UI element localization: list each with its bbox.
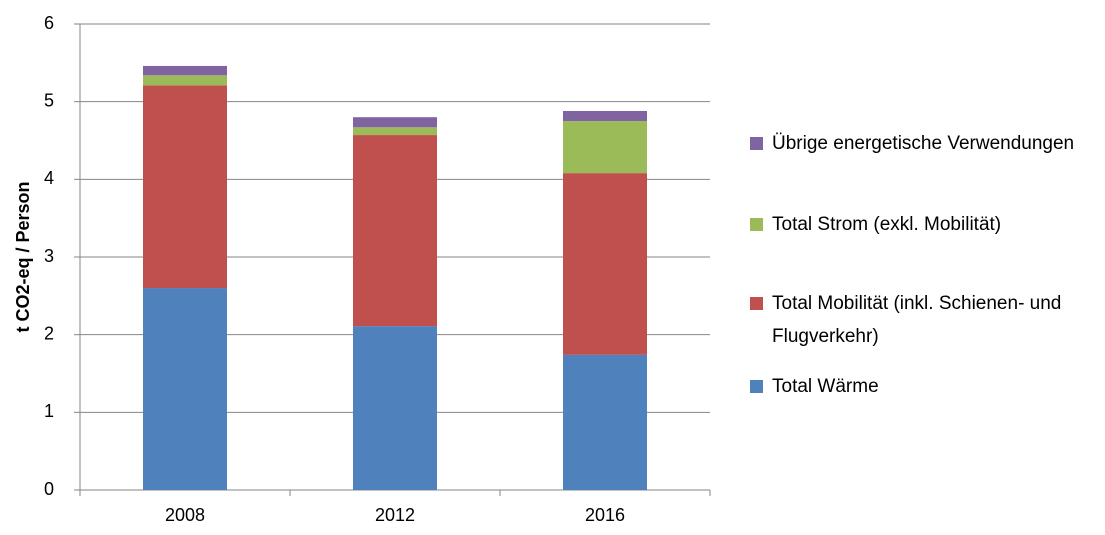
x-tick-label: 2008 bbox=[165, 505, 205, 525]
legend-swatch bbox=[750, 380, 763, 393]
bar-segment bbox=[353, 127, 437, 136]
y-tick-label: 2 bbox=[44, 323, 54, 343]
y-tick-label: 0 bbox=[44, 479, 54, 499]
legend-item: Total Wärme bbox=[750, 370, 1095, 403]
legend-label: Übrige energetische Verwendungen bbox=[772, 133, 1075, 154]
y-tick-label: 6 bbox=[44, 13, 54, 33]
y-tick-label: 1 bbox=[44, 401, 54, 421]
y-tick-label: 5 bbox=[44, 90, 54, 110]
bar-segment bbox=[563, 110, 647, 122]
y-tick-label: 3 bbox=[44, 246, 54, 266]
bar-segment bbox=[353, 135, 437, 327]
bar-segment bbox=[563, 354, 647, 490]
legend-swatch bbox=[750, 297, 763, 310]
legend-item: Total Mobilität (inkl. Schienen- und Flu… bbox=[750, 287, 1095, 353]
y-tick-label: 4 bbox=[44, 168, 54, 188]
legend-label: Total Strom (exkl. Mobilität) bbox=[772, 214, 1002, 235]
bar-segment bbox=[353, 117, 437, 128]
bar-segment bbox=[143, 75, 227, 86]
bar-segment bbox=[143, 65, 227, 76]
legend-swatch bbox=[750, 218, 763, 231]
legend-label: Total Mobilität (inkl. Schienen- und Flu… bbox=[772, 293, 1062, 347]
x-tick-label: 2016 bbox=[585, 505, 625, 525]
legend-item: Total Strom (exkl. Mobilität) bbox=[750, 208, 1095, 241]
x-tick-label: 2012 bbox=[375, 505, 415, 525]
bar-segment bbox=[563, 173, 647, 355]
legend-swatch bbox=[750, 137, 763, 150]
legend-label: Total Wärme bbox=[772, 376, 879, 397]
bar-segment bbox=[563, 121, 647, 174]
bar-segment bbox=[143, 288, 227, 490]
bar-segment bbox=[143, 85, 227, 289]
y-axis-label: t CO2-eq / Person bbox=[13, 181, 33, 332]
bar-segment bbox=[353, 326, 437, 490]
legend-item: Übrige energetische Verwendungen bbox=[750, 127, 1095, 160]
